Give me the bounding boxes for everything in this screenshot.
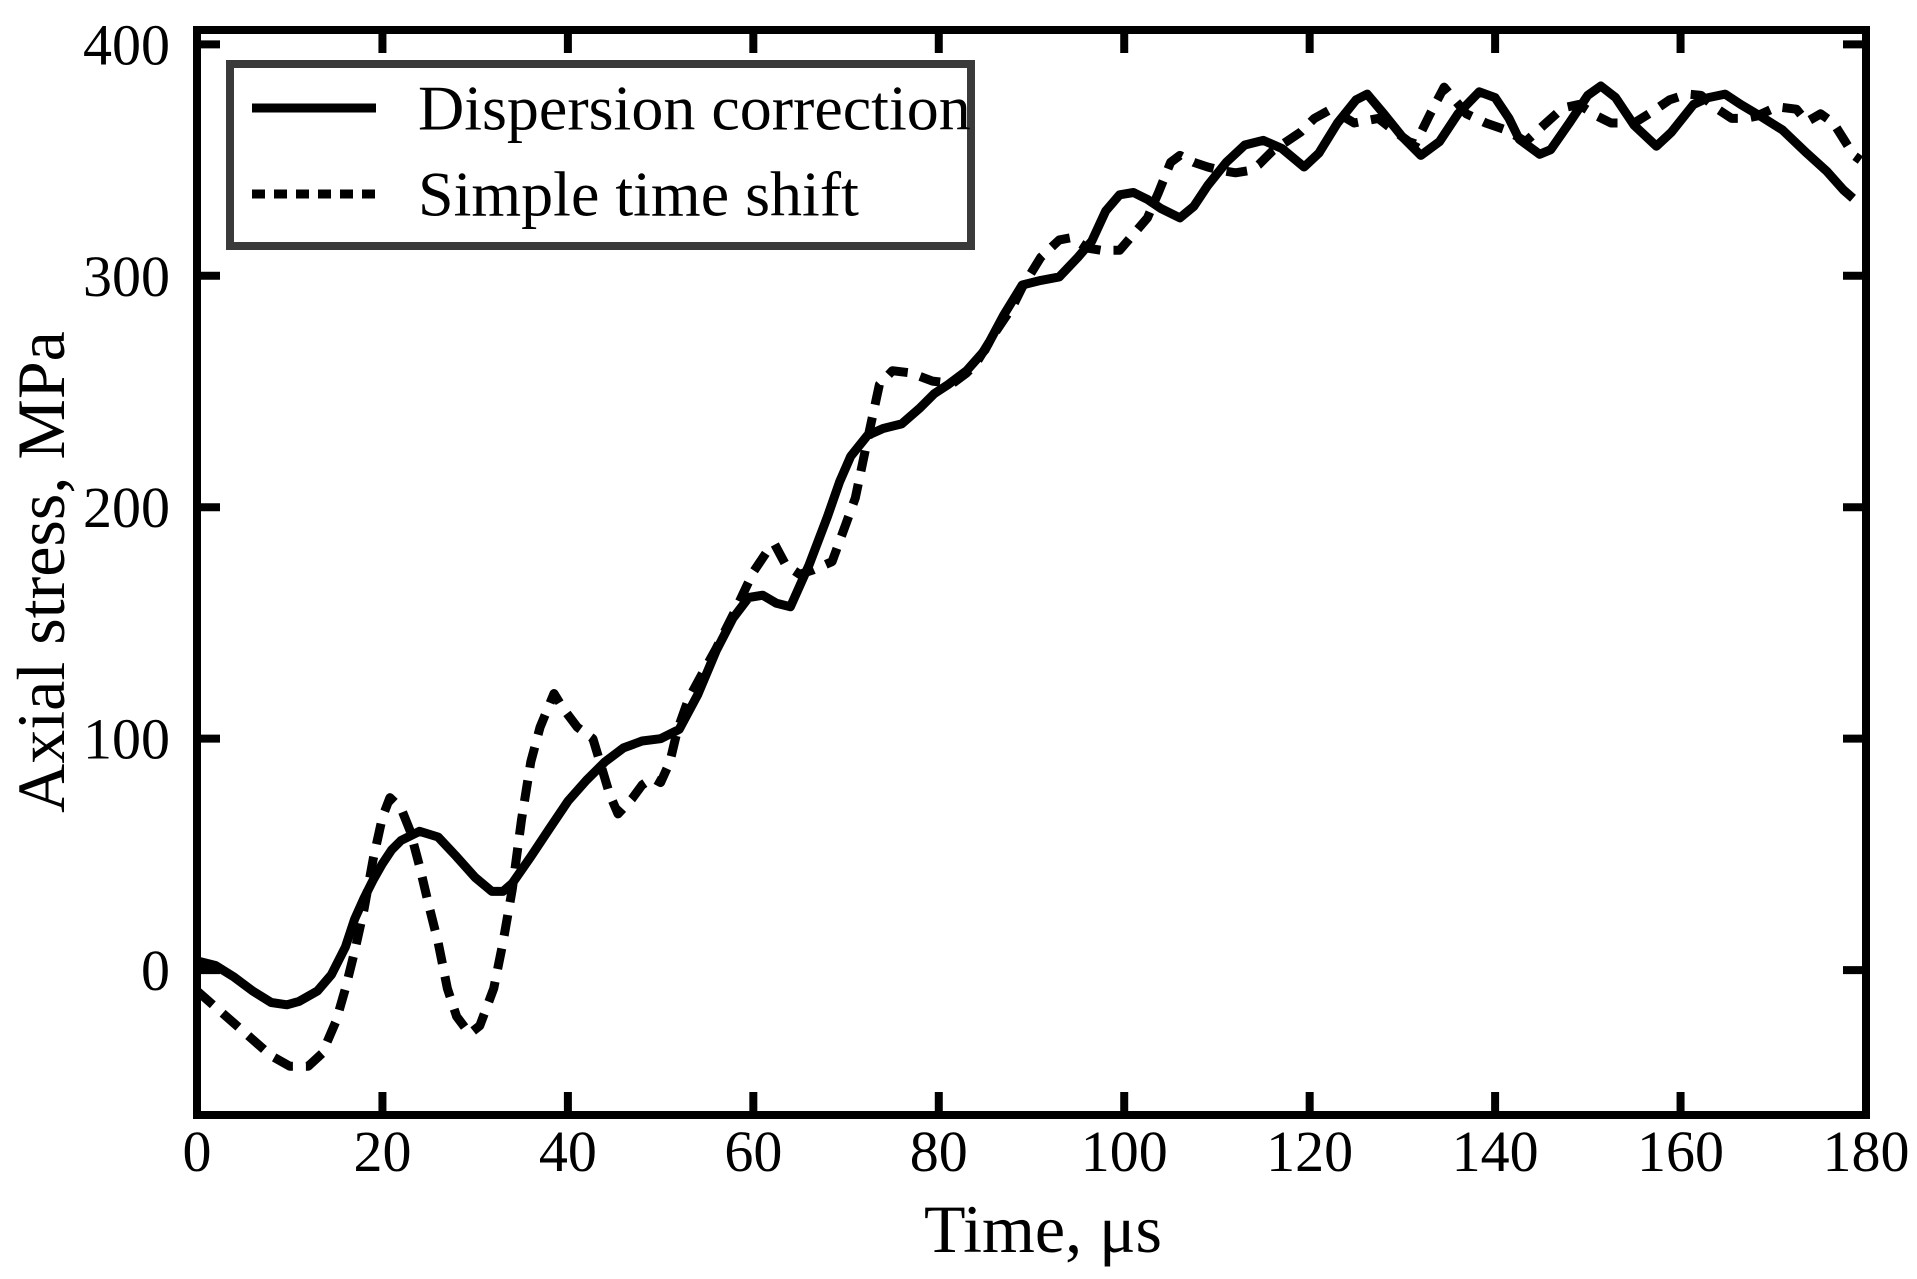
y-tick-label: 0: [141, 938, 170, 1003]
x-tick-label: 120: [1266, 1119, 1353, 1184]
x-tick-label: 60: [724, 1119, 782, 1184]
y-axis-title: Axial stress, MPa: [3, 331, 79, 813]
legend-border: [226, 60, 975, 250]
simple-time-shift-curve: [194, 82, 1864, 1071]
x-axis-title: Time, μs: [924, 1191, 1162, 1267]
y-tick-label: 100: [83, 707, 170, 772]
x-tick-label: 20: [353, 1119, 411, 1184]
x-tick-label: 40: [539, 1119, 597, 1184]
y-tick-label: 300: [83, 244, 170, 309]
legend: Dispersion correction Simple time shift: [226, 60, 975, 250]
series: [194, 81, 1864, 1071]
x-tick-label: 160: [1637, 1119, 1724, 1184]
x-tick-label: 80: [910, 1119, 968, 1184]
axes: 0 20 40 60 80 100 120 140 160 180 0 100 200 300 400: [83, 12, 1910, 1184]
x-tick-label: 0: [183, 1119, 212, 1184]
legend-label-dispersion-correction: Dispersion correction: [418, 73, 971, 144]
x-tick-label: 100: [1081, 1119, 1168, 1184]
x-tick-label: 180: [1823, 1119, 1910, 1184]
x-tick-label: 140: [1452, 1119, 1539, 1184]
plot-border: [193, 26, 1870, 1119]
legend-label-simple-time-shift: Simple time shift: [418, 159, 859, 230]
y-tick-label: 400: [83, 12, 170, 77]
dispersion-correction-curve: [195, 81, 1856, 1010]
y-tick-label: 200: [83, 475, 170, 540]
